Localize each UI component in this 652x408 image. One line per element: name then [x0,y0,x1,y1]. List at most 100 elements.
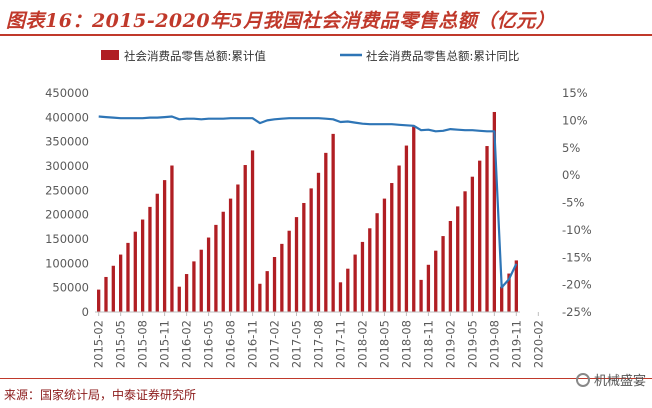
bar [170,165,174,312]
x-tick-label: 2017-02 [268,320,282,368]
chart: 社会消费品零售总额:累计值 社会消费品零售总额:累计同比 0 50000 100000 1… [45,49,592,368]
bar [280,243,284,312]
bar [155,193,159,312]
x-tick-label: 2016-05 [202,320,216,368]
bar [331,133,335,312]
bar [118,254,123,312]
bar [294,217,299,312]
x-tick-label: 2017-05 [290,320,304,368]
bar [228,198,233,312]
y-left-tick-label: 250000 [45,183,89,197]
bar [126,242,130,312]
bar [236,184,240,312]
legend-bar-swatch [101,50,119,60]
x-tick-label: 2018-05 [377,320,391,368]
bar [133,231,137,312]
bar [470,176,475,312]
x-tick-label: 2015-11 [158,320,172,368]
bar [221,211,225,312]
y-right-tick-label: -5% [562,196,584,210]
y-right-tick-label: 10% [562,113,588,127]
x-tick-label: 2020-02 [531,320,545,368]
x-tick-label: 2019-11 [509,320,523,368]
bar [514,260,518,312]
bar [448,220,453,312]
x-tick-label: 2015-08 [136,320,150,368]
bar [375,213,379,312]
bar [419,279,423,312]
y-left-tick-label: 200000 [45,208,89,222]
x-tick-label: 2016-11 [246,320,260,368]
bar [353,254,357,312]
bar [441,236,445,312]
wechat-icon [575,372,590,387]
bar [97,289,101,312]
bar [500,286,504,312]
bar [162,180,167,312]
x-tick-label: 2019-02 [443,320,457,368]
bar [177,286,181,312]
y-left-tick-label: 300000 [45,159,89,173]
x-tick-label: 2018-08 [399,320,413,368]
bar [184,274,189,312]
bar [485,146,489,312]
bar [316,172,321,312]
bar [456,206,460,312]
bar [287,230,291,312]
y-right-tick-label: 15% [562,86,588,100]
y-right-tick-label: -20% [562,278,592,292]
bar [404,145,409,312]
title-rule [0,34,652,36]
x-tick-label: 2018-11 [421,320,435,368]
y-right-tick-label: 0% [562,168,580,182]
legend-line-label: 社会消费品零售总额:累计同比 [366,49,519,63]
bar [214,224,218,312]
x-tick-label: 2015-05 [114,320,128,368]
x-tick-label: 2016-08 [224,320,238,368]
bar [346,268,350,312]
x-tick-label: 2016-02 [180,320,194,368]
y-right-tick-label: -25% [562,305,592,319]
bar [243,165,247,312]
bar [397,165,401,312]
source-text: 来源：国家统计局，中泰证券研究所 [4,388,197,402]
bar [309,188,313,312]
bar [148,206,152,312]
bar [302,202,306,312]
bar [368,228,372,312]
y-right-tick-label: 5% [562,141,580,155]
bar [412,126,416,312]
bar [265,271,269,312]
x-tick-label: 2019-05 [465,320,479,368]
bar [426,264,431,312]
bar [360,241,365,312]
bar [199,249,203,312]
bar [463,191,467,312]
y-right-tick-label: -10% [562,223,592,237]
x-tick-label: 2018-02 [355,320,369,368]
bar [140,219,145,312]
bar [492,111,497,312]
y-left-tick-label: 400000 [45,110,89,124]
watermark: 机械盛宴 [575,370,646,389]
bar [478,160,482,312]
bar [104,276,108,312]
bar [507,273,511,312]
bar [192,261,196,312]
source-rule [0,378,652,379]
bar [272,257,277,312]
bar [111,265,115,312]
y-left-tick-label: 350000 [45,135,89,149]
y-right-tick-label: -15% [562,250,592,264]
y-left-tick-label: 50000 [52,281,89,295]
bar [434,250,438,312]
y-left-tick-label: 150000 [45,232,89,246]
bar [324,152,328,312]
x-tick-label: 2015-02 [92,320,106,368]
watermark-text: 机械盛宴 [593,374,646,389]
bar [390,183,394,312]
x-tick-label: 2017-08 [311,320,325,368]
y-left-tick-label: 0 [82,305,89,319]
bar [250,150,255,312]
y-left-tick-label: 450000 [45,86,89,100]
